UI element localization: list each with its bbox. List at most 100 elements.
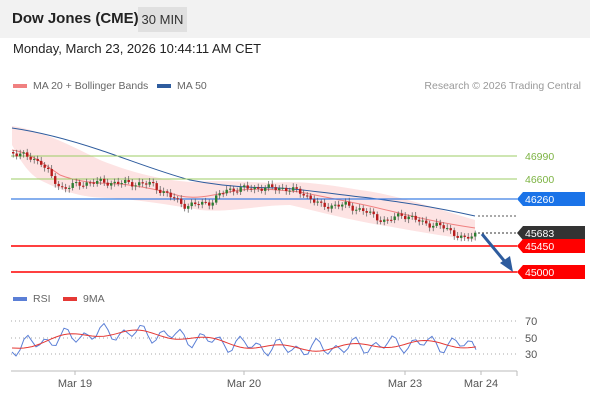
candle-body xyxy=(453,230,456,236)
candle-body xyxy=(327,206,330,209)
candle-body xyxy=(348,201,351,206)
candle-body xyxy=(463,235,466,237)
legend-ma20: MA 20 + Bollinger Bands xyxy=(13,80,148,92)
candle-body xyxy=(365,211,368,213)
candle-body xyxy=(166,191,169,193)
candle-body xyxy=(316,201,319,203)
legend-9ma: 9MA xyxy=(63,293,105,305)
legend-label: MA 50 xyxy=(177,80,207,92)
candle-body xyxy=(71,183,74,188)
svg-text:45683: 45683 xyxy=(525,228,554,240)
candle-body xyxy=(449,228,452,231)
svg-text:45450: 45450 xyxy=(525,241,554,253)
level-label-46600: 46600 xyxy=(525,174,554,186)
candle-body xyxy=(187,206,190,209)
legend-label: 9MA xyxy=(83,293,105,305)
forecast-arrow-shaft xyxy=(480,233,508,264)
svg-text:45000: 45000 xyxy=(525,267,554,279)
candle-body xyxy=(64,187,67,189)
candle-body xyxy=(404,215,407,220)
candle-body xyxy=(330,205,333,209)
candle-body xyxy=(285,187,288,192)
candle-body xyxy=(148,181,151,185)
candle-body xyxy=(467,236,470,239)
candle-body xyxy=(397,213,400,217)
candle-body xyxy=(190,202,193,207)
x-label-mar24: Mar 24 xyxy=(464,378,498,390)
candle-body xyxy=(428,223,431,228)
candle-body xyxy=(152,181,155,184)
candle-body xyxy=(425,220,428,224)
candle-body xyxy=(225,189,228,194)
candle-body xyxy=(40,160,43,165)
candle-body xyxy=(113,181,116,184)
legend-label: MA 20 + Bollinger Bands xyxy=(33,80,149,92)
candle-body xyxy=(414,215,417,220)
candle-body xyxy=(110,183,113,186)
candle-body xyxy=(320,201,323,203)
candle-body xyxy=(26,152,29,157)
candle-body xyxy=(12,152,15,154)
candle-body xyxy=(78,182,81,186)
candle-body xyxy=(19,153,22,157)
candle-body xyxy=(271,184,274,188)
candle-body xyxy=(222,193,225,195)
candle-body xyxy=(278,188,281,191)
candle-body xyxy=(138,182,141,186)
candle-body xyxy=(288,190,291,192)
candle-body xyxy=(211,202,214,206)
candle-body xyxy=(418,219,421,222)
chart-header: Dow Jones (CME) 30 MIN xyxy=(0,0,590,38)
candle-body xyxy=(292,187,295,191)
candle-body xyxy=(337,204,340,207)
rsi-tick-70: 70 xyxy=(525,316,537,328)
candle-body xyxy=(89,182,92,184)
level-tag-45000: 45000 xyxy=(517,265,585,279)
candle-body xyxy=(204,201,207,203)
candle-body xyxy=(61,186,64,188)
candle-body xyxy=(295,187,298,189)
candle-body xyxy=(47,167,50,170)
legend-ma50: MA 50 xyxy=(157,80,207,92)
candle-body xyxy=(85,182,88,186)
candle-body xyxy=(460,235,463,238)
candle-body xyxy=(145,183,148,185)
candle-body xyxy=(96,180,99,184)
candle-body xyxy=(334,204,337,206)
candle-body xyxy=(106,182,109,186)
candle-body xyxy=(474,232,477,237)
candle-body xyxy=(411,215,414,217)
candle-body xyxy=(201,201,204,205)
candle-body xyxy=(250,188,253,190)
candle-body xyxy=(432,225,435,228)
candle-body xyxy=(264,187,267,191)
candle-body xyxy=(169,192,172,198)
timeframe-button[interactable]: 30 MIN xyxy=(138,7,187,32)
candle-body xyxy=(243,185,246,188)
candle-body xyxy=(57,183,60,187)
candle-body xyxy=(383,219,386,222)
candle-body xyxy=(99,178,102,181)
candle-body xyxy=(180,198,183,204)
candle-body xyxy=(379,220,382,222)
candle-body xyxy=(341,204,344,207)
candle-body xyxy=(50,169,53,177)
candle-body xyxy=(439,222,442,226)
candle-body xyxy=(299,188,302,194)
candle-body xyxy=(173,197,176,199)
rsi-tick-50: 50 xyxy=(525,333,537,345)
candle-body xyxy=(120,183,123,185)
candle-body xyxy=(369,211,372,213)
candle-body xyxy=(351,205,354,211)
forecast-arrow-head xyxy=(500,256,513,272)
candle-body xyxy=(92,182,95,184)
candle-body xyxy=(22,152,25,154)
candle-body xyxy=(302,193,305,196)
candle-body xyxy=(127,179,130,183)
candle-body xyxy=(159,189,162,194)
instrument-title: Dow Jones (CME) xyxy=(12,10,139,27)
candle-body xyxy=(400,213,403,216)
level-tag-45450: 45450 xyxy=(517,239,585,253)
candle-body xyxy=(446,228,449,230)
